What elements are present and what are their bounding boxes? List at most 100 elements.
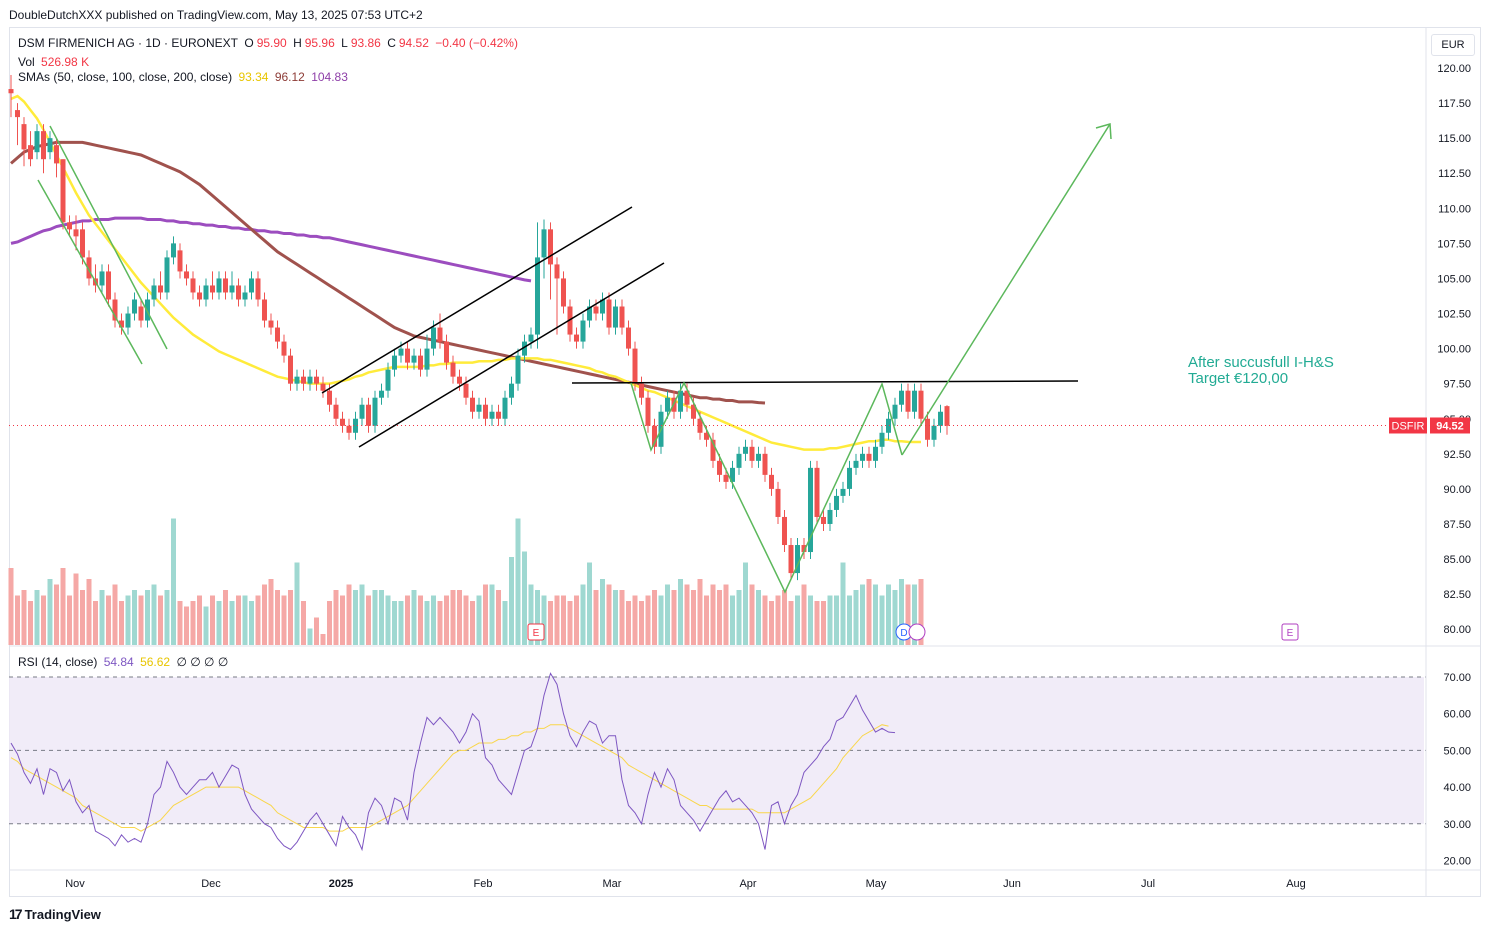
price-tick-label: 110.00: [1438, 203, 1471, 215]
volume-bar: [463, 595, 469, 645]
rsi-line: [10, 672, 896, 852]
volume-bar: [132, 590, 137, 645]
candle-body: [372, 397, 378, 426]
volume-bar: [294, 562, 300, 645]
candle-body: [899, 390, 904, 405]
volume-bar: [457, 590, 462, 645]
candle-body: [171, 243, 176, 258]
candle-body: [210, 285, 215, 293]
candle-body: [379, 390, 384, 398]
candle-body: [34, 131, 40, 153]
candle-body: [431, 327, 436, 349]
volume-bar: [301, 601, 306, 645]
time-tick-label: Dec: [201, 878, 221, 890]
volume-bar: [769, 601, 774, 645]
volume-bars: [8, 518, 924, 645]
volume-bar: [561, 595, 566, 645]
candle-body: [574, 334, 579, 342]
volume-bar: [28, 601, 33, 645]
candle-body: [470, 397, 475, 412]
rsi-extra: ∅ ∅ ∅ ∅: [176, 655, 229, 669]
volume-bar: [307, 628, 313, 645]
tradingview-logo[interactable]: 17 TradingView: [9, 906, 101, 922]
volume-bar: [632, 595, 638, 645]
volume-bar: [788, 601, 794, 645]
volume-bar: [736, 590, 742, 645]
candle-body: [301, 376, 306, 384]
candle-body: [866, 453, 872, 461]
volume-bar: [353, 590, 358, 645]
volume-bar: [658, 595, 664, 645]
rsi-tick-label: 30.00: [1443, 819, 1471, 831]
volume-bar: [151, 584, 157, 645]
volume-bar: [801, 584, 807, 645]
volume-bar: [847, 595, 852, 645]
candle-body: [548, 229, 553, 265]
rsi-tick-label: 20.00: [1443, 856, 1471, 868]
candle-body: [938, 411, 943, 426]
annotation-line1: After succusfull I-H&S: [1188, 354, 1334, 371]
volume-bar: [892, 590, 898, 645]
time-tick-label: Feb: [474, 878, 493, 890]
earnings-marker-future-box: [1281, 623, 1299, 641]
low-label: L: [341, 36, 348, 50]
volume-bar: [203, 606, 209, 645]
candle-body: [73, 229, 79, 237]
price-tick-label: 105.00: [1437, 273, 1471, 285]
candle-body: [8, 89, 14, 94]
volume-bar: [125, 595, 131, 645]
volume-bar: [522, 551, 527, 645]
candle-body: [730, 467, 735, 482]
candle-body: [613, 306, 618, 328]
candle-body: [743, 446, 748, 454]
target-arrow-line: [901, 123, 1111, 456]
volume-bar: [834, 595, 839, 645]
volume-bar: [795, 595, 800, 645]
time-tick-label: 2025: [329, 878, 353, 890]
candle-body: [561, 278, 566, 307]
volume-bar: [314, 617, 319, 645]
volume-bar: [528, 584, 534, 645]
vol-label: Vol: [18, 55, 35, 69]
volume-bar: [645, 595, 651, 645]
volume-bar: [827, 595, 833, 645]
currency-button[interactable]: EUR: [1431, 34, 1475, 56]
volume-bar: [47, 579, 53, 645]
volume-bar: [580, 584, 586, 645]
candle-body: [268, 320, 274, 328]
candle-body: [652, 425, 657, 447]
volume-bar: [138, 595, 144, 645]
candle-body: [86, 257, 92, 279]
candle-body: [385, 369, 391, 391]
candle-body: [275, 327, 280, 342]
volume-bar: [587, 562, 592, 645]
candle-body: [912, 390, 917, 412]
volume-bar: [665, 584, 670, 645]
volume-bar: [444, 595, 449, 645]
volume-bar: [912, 584, 917, 645]
tradingview-brand: TradingView: [24, 906, 101, 922]
tradingview-mark-icon: 17: [9, 906, 23, 922]
volume-bar: [918, 579, 924, 645]
volume-bar: [54, 584, 59, 645]
candle-body: [665, 397, 670, 412]
volume-bar: [86, 579, 92, 645]
candle-body: [184, 271, 189, 279]
open-label: O: [244, 36, 254, 50]
candle-body: [905, 390, 911, 412]
candle-body: [834, 495, 839, 510]
candle-body: [691, 404, 696, 419]
candle-body: [21, 124, 27, 150]
candle-body: [483, 404, 488, 419]
volume-bar: [223, 590, 228, 645]
sma200-value: 104.83: [311, 70, 348, 84]
candle-body: [749, 446, 755, 461]
time-tick-label: Apr: [739, 878, 756, 890]
price-tick-label: 85.00: [1443, 554, 1471, 566]
volume-bar: [879, 595, 885, 645]
volume-bar: [424, 601, 430, 645]
volume-bar: [450, 590, 456, 645]
candle-body: [405, 348, 410, 363]
sma50-line: [10, 94, 921, 451]
